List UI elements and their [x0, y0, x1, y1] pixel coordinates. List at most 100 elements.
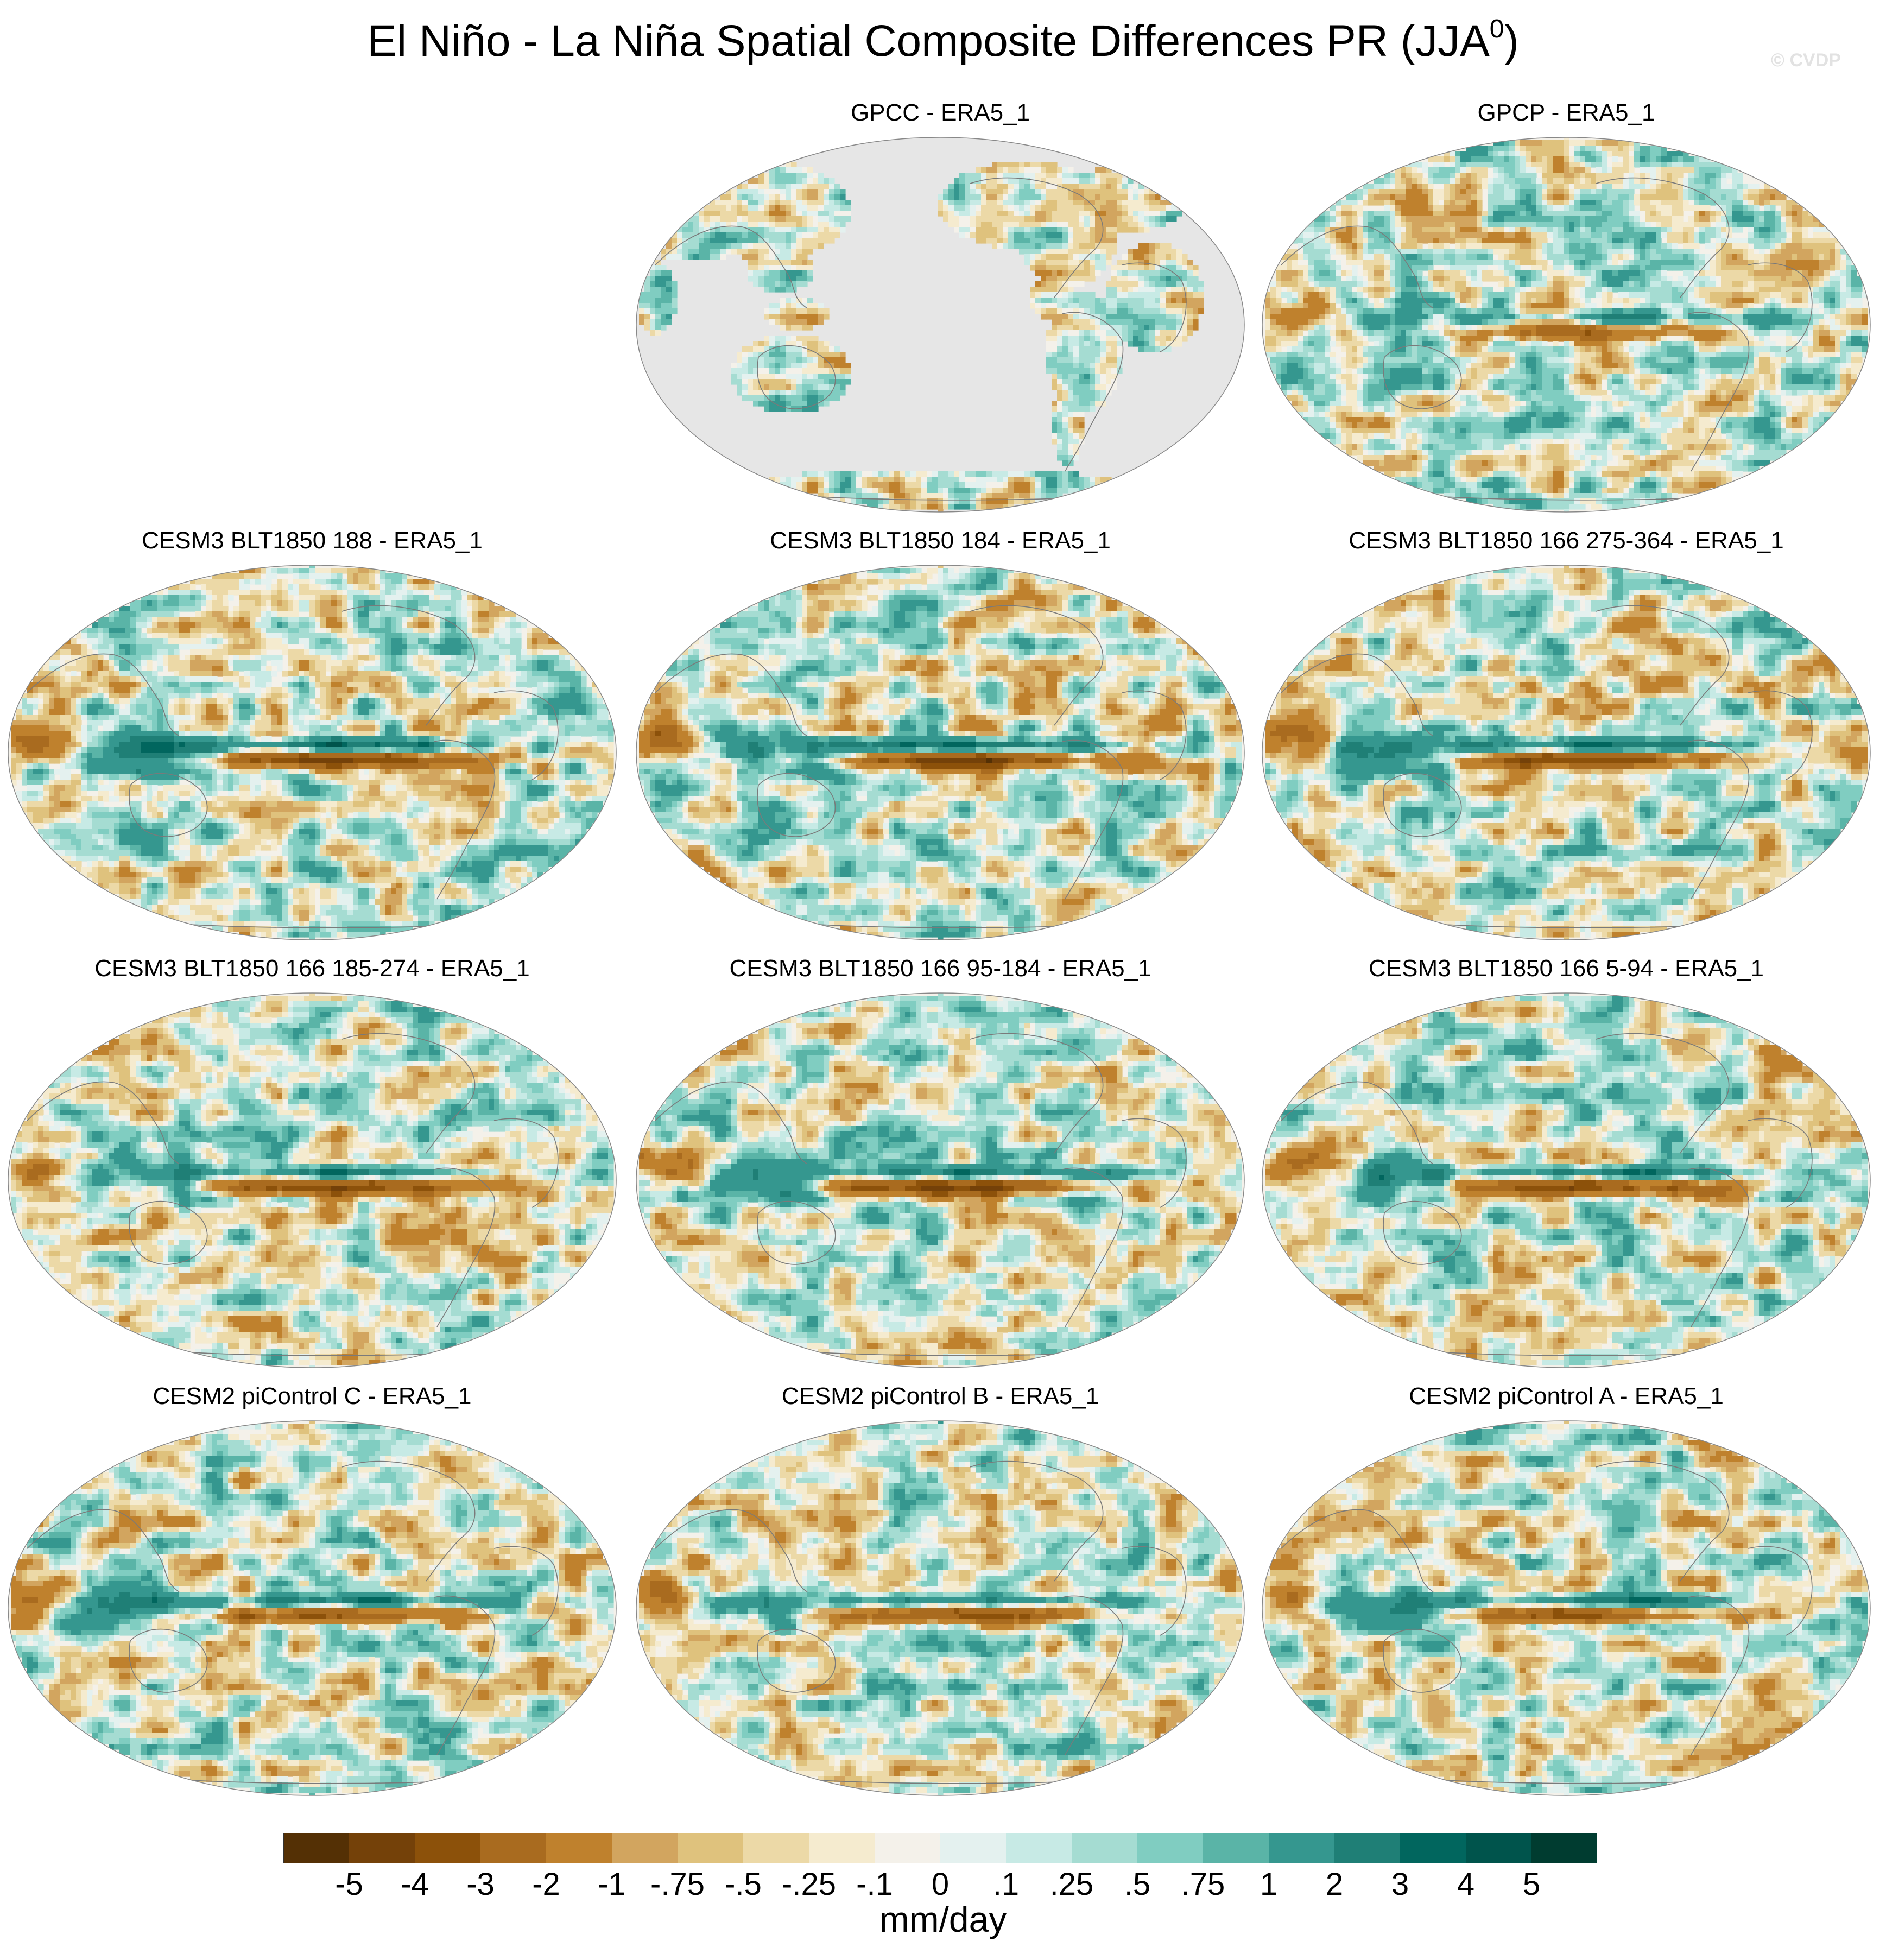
map-cell	[986, 173, 992, 179]
map-cell	[1515, 243, 1521, 249]
map-cell	[764, 184, 770, 189]
map-cell	[1466, 265, 1472, 271]
map-cell	[1656, 260, 1662, 265]
map-cell	[1073, 390, 1079, 396]
map-cell	[900, 477, 906, 483]
map-cell	[1640, 194, 1645, 200]
map-cell	[780, 298, 786, 304]
map-cell	[1678, 265, 1684, 271]
map-cell	[1450, 167, 1455, 173]
map-cell	[791, 254, 797, 260]
map-cell	[802, 352, 808, 358]
map-cell	[1824, 254, 1830, 260]
map-cell	[1314, 249, 1320, 255]
map-cell	[959, 194, 965, 200]
map-cell	[1182, 270, 1188, 276]
map-cell	[1710, 270, 1716, 276]
map-cell	[1488, 200, 1493, 206]
map-cell	[1694, 178, 1700, 184]
map-cell	[780, 227, 786, 233]
map-cell	[1187, 325, 1193, 331]
map-cell	[715, 254, 721, 260]
map-cell	[1401, 216, 1407, 222]
map-cell	[1122, 325, 1128, 331]
map-cell	[1030, 211, 1036, 217]
map-cell	[1406, 189, 1412, 195]
map-cell	[1057, 200, 1063, 206]
map-cell	[1526, 194, 1531, 200]
map-cell	[1602, 260, 1607, 265]
map-cell	[1640, 189, 1645, 195]
map-cell	[1270, 287, 1276, 293]
map-cell	[1155, 276, 1161, 282]
map-cell	[1046, 287, 1052, 293]
map-cell	[677, 249, 683, 255]
map-cell	[1574, 200, 1580, 206]
map-cell	[1726, 303, 1732, 309]
map-cell	[1406, 178, 1412, 184]
map-cell	[1439, 222, 1445, 227]
map-cell	[1068, 357, 1074, 363]
map-cell	[1520, 222, 1526, 227]
map-cell	[1090, 482, 1096, 488]
map-cell	[1705, 254, 1711, 260]
map-cell	[1629, 216, 1635, 222]
map-cell	[1808, 292, 1814, 298]
map-cell	[1024, 498, 1030, 504]
map-cell	[1488, 249, 1493, 255]
map-cell	[1106, 287, 1112, 293]
map-cell	[1068, 406, 1074, 412]
map-cell	[1068, 341, 1074, 347]
map-cell	[921, 488, 927, 494]
map-cell	[1155, 222, 1161, 227]
map-cell	[1111, 173, 1117, 179]
map-cell	[1014, 216, 1020, 222]
map-cell	[1144, 260, 1150, 265]
map-cell	[1678, 238, 1684, 244]
map-cell	[1395, 227, 1401, 233]
map-cell	[829, 363, 835, 369]
map-cell	[1710, 281, 1716, 287]
map-cell	[1406, 298, 1412, 304]
map-cell	[1062, 184, 1068, 189]
map-cell	[1090, 200, 1096, 206]
map-cell	[775, 395, 781, 401]
map-cell	[1100, 249, 1106, 255]
map-cell	[748, 357, 754, 363]
map-cell	[1068, 460, 1074, 466]
map-cell	[1100, 216, 1106, 222]
map-cell	[1667, 200, 1673, 206]
map-cell	[1008, 173, 1014, 179]
map-cell	[943, 189, 949, 195]
map-cell	[737, 390, 743, 396]
map-cell	[1084, 401, 1090, 407]
map-cell	[1073, 265, 1079, 271]
map-cell	[1770, 227, 1776, 233]
map-cell	[1493, 276, 1499, 282]
map-cell	[786, 260, 792, 265]
map-cell	[1079, 222, 1085, 227]
map-cell	[1471, 156, 1477, 162]
map-cell	[1515, 276, 1521, 282]
map-cell	[775, 178, 781, 184]
map-cell	[1536, 151, 1542, 157]
map-cell	[1422, 200, 1428, 206]
map-cell	[1726, 298, 1732, 304]
map-cell	[981, 493, 987, 499]
map-cell	[1444, 265, 1450, 271]
map-cell	[1041, 287, 1047, 293]
map-cell	[672, 287, 678, 293]
map-cell	[796, 308, 802, 314]
map-cell	[1111, 178, 1117, 184]
map-cell	[1428, 270, 1434, 276]
map-cell	[883, 471, 889, 477]
map-cell	[1084, 216, 1090, 222]
map-cell	[1553, 232, 1559, 238]
map-cell	[1564, 260, 1569, 265]
map-cell	[1014, 184, 1020, 189]
map-cell	[1564, 303, 1569, 309]
map-cell	[1030, 254, 1036, 260]
map-cell	[1057, 276, 1063, 282]
map-cell	[807, 189, 813, 195]
map-cell	[1079, 265, 1085, 271]
